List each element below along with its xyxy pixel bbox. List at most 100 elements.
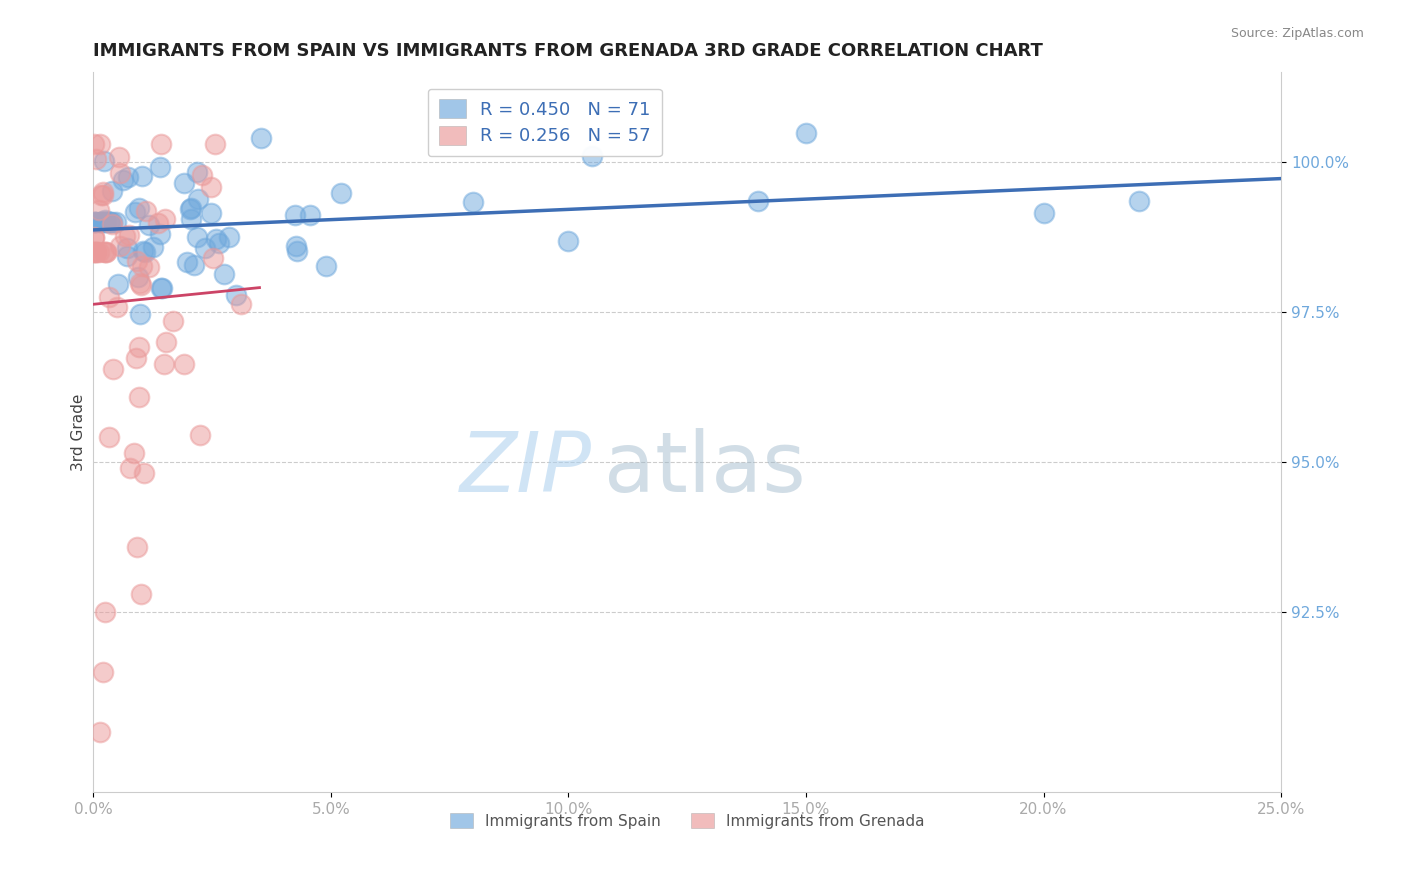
Point: [124, 205, 146, 219]
Point: [91, 215, 114, 229]
Point: [153, 357, 176, 371]
Point: [97, 430, 120, 444]
Point: [186, 229, 208, 244]
Point: [557, 235, 579, 249]
Point: [101, 217, 124, 231]
Point: [100, 215, 122, 229]
Point: [94, 215, 117, 229]
Point: [285, 244, 308, 258]
Point: [82, 245, 104, 260]
Legend: Immigrants from Spain, Immigrants from Grenada: Immigrants from Spain, Immigrants from G…: [443, 806, 931, 835]
Point: [131, 169, 153, 183]
Point: [107, 277, 129, 292]
Point: [118, 461, 141, 475]
Point: [84, 245, 107, 260]
Point: [114, 228, 136, 243]
Point: [463, 194, 485, 209]
Point: [83, 231, 105, 245]
Text: IMMIGRANTS FROM SPAIN VS IMMIGRANTS FROM GRENADA 3RD GRADE CORRELATION CHART: IMMIGRANTS FROM SPAIN VS IMMIGRANTS FROM…: [93, 42, 1043, 60]
Point: [208, 236, 231, 251]
Point: [150, 281, 173, 295]
Point: [747, 194, 769, 209]
Point: [83, 229, 105, 244]
Point: [128, 390, 150, 404]
Point: [173, 176, 195, 190]
Point: [284, 238, 307, 252]
Point: [581, 149, 603, 163]
Point: [176, 254, 198, 268]
Point: [83, 245, 105, 260]
Point: [187, 192, 209, 206]
Point: [112, 172, 135, 186]
Point: [91, 188, 114, 202]
Y-axis label: 3rd Grade: 3rd Grade: [72, 393, 86, 471]
Point: [315, 259, 337, 273]
Point: [89, 725, 111, 739]
Point: [138, 218, 160, 232]
Point: [100, 215, 122, 229]
Point: [125, 540, 148, 554]
Point: [162, 314, 184, 328]
Point: [183, 258, 205, 272]
Point: [218, 230, 240, 244]
Point: [108, 166, 131, 180]
Point: [186, 165, 208, 179]
Point: [101, 184, 124, 198]
Point: [150, 280, 173, 294]
Point: [94, 605, 117, 619]
Point: [132, 244, 155, 258]
Point: [91, 665, 114, 679]
Point: [138, 260, 160, 275]
Point: [200, 180, 222, 194]
Point: [108, 239, 131, 253]
Point: [135, 204, 157, 219]
Point: [87, 202, 110, 217]
Text: Source: ZipAtlas.com: Source: ZipAtlas.com: [1230, 27, 1364, 40]
Point: [1128, 194, 1150, 208]
Point: [125, 351, 148, 365]
Point: [202, 251, 225, 265]
Point: [229, 297, 252, 311]
Point: [204, 231, 226, 245]
Point: [94, 213, 117, 227]
Point: [225, 288, 247, 302]
Point: [284, 208, 307, 222]
Point: [194, 242, 217, 256]
Point: [149, 137, 172, 152]
Point: [84, 153, 107, 167]
Point: [118, 227, 141, 242]
Point: [149, 160, 172, 174]
Point: [129, 587, 152, 601]
Point: [299, 208, 322, 222]
Point: [94, 245, 117, 260]
Point: [86, 245, 108, 260]
Point: [1032, 206, 1054, 220]
Point: [94, 215, 117, 229]
Point: [132, 467, 155, 481]
Point: [127, 269, 149, 284]
Point: [134, 244, 156, 259]
Point: [191, 168, 214, 182]
Point: [93, 245, 115, 260]
Text: ZIP: ZIP: [460, 427, 592, 508]
Point: [129, 277, 152, 292]
Point: [89, 215, 111, 229]
Point: [105, 301, 128, 315]
Point: [117, 169, 139, 184]
Point: [142, 240, 165, 254]
Point: [179, 202, 201, 216]
Point: [122, 445, 145, 459]
Point: [89, 245, 111, 260]
Point: [173, 357, 195, 371]
Point: [101, 362, 124, 376]
Point: [97, 290, 120, 304]
Point: [128, 340, 150, 354]
Point: [128, 202, 150, 216]
Point: [250, 131, 273, 145]
Point: [115, 249, 138, 263]
Point: [89, 137, 111, 152]
Point: [131, 259, 153, 273]
Point: [180, 212, 202, 227]
Point: [155, 334, 177, 349]
Point: [90, 188, 112, 202]
